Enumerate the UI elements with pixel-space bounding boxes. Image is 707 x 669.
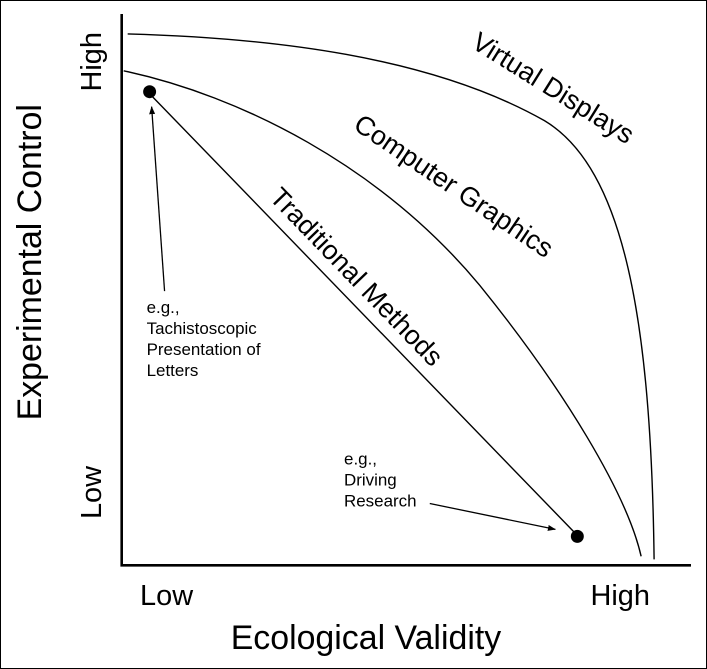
curve-virtual-displays <box>127 33 655 560</box>
annotation-line: Tachistoscopic <box>147 319 258 338</box>
annotation-line: e.g., <box>147 298 180 317</box>
point-driving-research <box>570 529 584 543</box>
axes-lines <box>120 13 691 567</box>
point-tachistoscopic <box>143 85 157 99</box>
label-traditional-methods: Traditional Methods <box>264 182 449 372</box>
y-tick-high: High <box>76 32 108 91</box>
x-tick-low: Low <box>140 580 193 612</box>
annotation-line: Driving <box>344 471 397 490</box>
arrow-to-tachistoscopic-point <box>149 106 166 292</box>
arrow-to-driving-research-point <box>429 502 556 531</box>
annotation-tachistoscopic: e.g., Tachistoscopic Presentation of Let… <box>147 298 261 380</box>
annotation-driving-research: e.g., Driving Research <box>344 450 416 511</box>
curve-computer-graphics <box>123 70 642 557</box>
annotation-line: e.g., <box>344 450 377 469</box>
x-axis-title: Ecological Validity <box>231 619 502 657</box>
label-computer-graphics: Computer Graphics <box>349 108 559 263</box>
annotation-line: Presentation of <box>147 340 261 359</box>
x-tick-high: High <box>590 580 649 612</box>
curve-traditional-methods <box>149 93 577 535</box>
y-axis-title: Experimental Control <box>11 104 49 420</box>
annotation-line: Research <box>344 491 416 510</box>
y-tick-low: Low <box>76 466 108 519</box>
annotation-line: Letters <box>147 361 199 380</box>
label-virtual-displays: Virtual Displays <box>467 26 640 149</box>
